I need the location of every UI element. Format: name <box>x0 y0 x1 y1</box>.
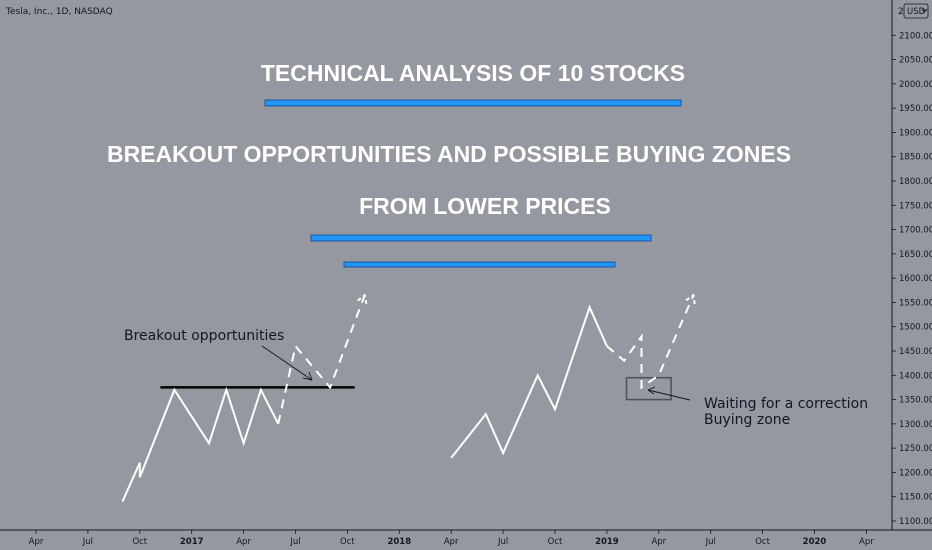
overlay-subtitle-line2: FROM LOWER PRICES <box>359 193 611 219</box>
currency-badge-label: USD <box>907 7 926 17</box>
y-tick-label: 1950.00 <box>899 104 932 114</box>
price-path-2[interactable] <box>450 304 608 459</box>
x-tick-label: Apr <box>651 537 666 547</box>
x-tick-label: Jul <box>497 537 508 547</box>
x-tick-label: Oct <box>340 537 355 547</box>
y-tick-label: 1100.00 <box>899 517 932 527</box>
waiting-label: Waiting for a correction <box>704 396 868 412</box>
x-tick-label: Apr <box>444 537 459 547</box>
price-axis[interactable]: 2100.00 2050.00 2000.00 1950.00 1900.00 1850.… <box>892 31 932 527</box>
y-tick-label: 1350.00 <box>899 396 932 406</box>
breakout-pointer-line <box>261 345 313 381</box>
chevron-down-icon[interactable] <box>921 8 928 13</box>
y-tick-label: 1450.00 <box>899 347 932 357</box>
x-tick-label: Oct <box>548 537 563 547</box>
overlay-title: TECHNICAL ANALYSIS OF 10 STOCKS <box>261 60 685 86</box>
symbol-label: Tesla, Inc., 1D, NASDAQ <box>5 7 113 17</box>
y-tick-label: 1550.00 <box>899 298 932 308</box>
x-tick-label: Jul <box>82 537 93 547</box>
currency-badge[interactable] <box>903 3 929 19</box>
arrowhead-icon <box>356 293 368 305</box>
y-tick-label: 1800.00 <box>899 177 932 187</box>
arrowhead-icon <box>685 293 696 305</box>
projected-path-3[interactable] <box>606 294 695 390</box>
x-tick-label: Jul <box>289 537 300 547</box>
x-tick-label: Jul <box>705 537 716 547</box>
title-underline-bar <box>264 99 682 107</box>
y-tick-label: 1700.00 <box>899 226 932 236</box>
y-tick-label: 1600.00 <box>899 274 932 284</box>
y-tick-label: 2000.00 <box>899 80 932 90</box>
x-tick-label: Oct <box>132 537 147 547</box>
y-tick-label: 1200.00 <box>899 468 932 478</box>
projected-path-1[interactable] <box>277 294 366 425</box>
waiting-arrow-icon <box>647 386 656 395</box>
y-tick-label: 1400.00 <box>899 371 932 381</box>
x-tick-label: Oct <box>755 537 770 547</box>
y-tick-label: 1850.00 <box>899 153 932 163</box>
y-tick-label: 1750.00 <box>899 201 932 211</box>
y-tick-label: 1300.00 <box>899 420 932 430</box>
buying-zone-box[interactable] <box>625 376 672 401</box>
x-tick-label: 2018 <box>387 537 411 547</box>
overlay-subtitle-line1: BREAKOUT OPPORTUNITIES AND POSSIBLE BUYI… <box>107 141 791 167</box>
y-tick-label: 1900.00 <box>899 128 932 138</box>
subtitle-bar-lower <box>343 261 616 268</box>
y-tick-label: 1150.00 <box>899 493 932 503</box>
x-tick-label: Apr <box>236 537 251 547</box>
x-tick-label: 2019 <box>595 537 619 547</box>
price-path-0[interactable] <box>121 386 280 502</box>
y-tick-label: 2050.00 <box>899 56 932 66</box>
subtitle-bar-upper <box>310 234 652 242</box>
x-tick-label: 2020 <box>803 537 827 547</box>
breakout-arrow-icon <box>302 371 313 381</box>
y-tick-label: 1500.00 <box>899 323 932 333</box>
breakout-label: Breakout opportunities <box>124 328 284 344</box>
x-tick-label: Apr <box>859 537 874 547</box>
price-scale-mode[interactable]: 2 <box>898 7 904 17</box>
x-tick-label: 2017 <box>180 537 204 547</box>
y-tick-label: 2100.00 <box>899 31 932 41</box>
x-tick-label: Apr <box>29 537 44 547</box>
y-tick-label: 1250.00 <box>899 444 932 454</box>
buying-zone-label: Buying zone <box>704 412 790 428</box>
y-tick-label: 1650.00 <box>899 250 932 260</box>
time-axis[interactable]: Apr Jul Oct 2017 Apr Jul Oct 2018 Apr Jul Oct 2019 A… <box>29 530 875 547</box>
waiting-pointer-line <box>647 389 691 401</box>
plot-area <box>121 293 696 502</box>
